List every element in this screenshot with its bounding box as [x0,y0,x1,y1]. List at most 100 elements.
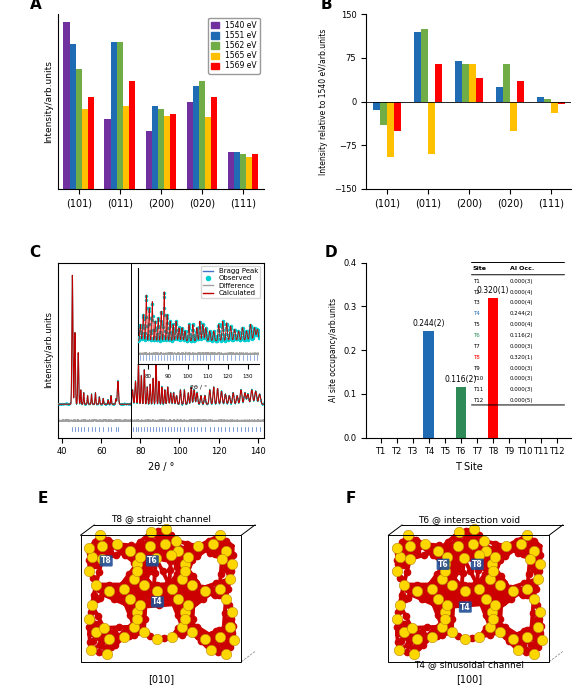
Text: T7: T7 [473,344,480,349]
Y-axis label: Al site occupancy/arb.units: Al site occupancy/arb.units [329,298,338,402]
Text: T2: T2 [473,290,480,295]
Bar [129,80,135,189]
Text: Site: Site [473,266,487,271]
Bar [428,102,435,154]
Bar [193,85,199,189]
Y-axis label: Intensity/arb.units: Intensity/arb.units [44,60,52,143]
Bar [117,42,123,189]
Text: T6 @ intersection void: T6 @ intersection void [417,515,520,524]
Bar [170,114,176,189]
Bar [252,154,258,189]
Bar [394,102,401,131]
Bar [246,158,252,189]
Bar [199,80,205,189]
Bar [469,64,476,102]
Bar [387,102,394,157]
Bar [88,97,94,189]
X-axis label: 2θ / °: 2θ / ° [147,462,174,472]
Text: 0.000(4): 0.000(4) [510,300,533,305]
Text: D: D [325,245,338,260]
Text: 0.000(4): 0.000(4) [510,290,533,295]
Text: T9: T9 [473,365,480,370]
Bar [510,102,517,131]
Text: C: C [30,245,41,260]
Bar [104,119,111,189]
Bar [187,102,193,189]
Text: T1: T1 [473,279,480,284]
Text: T4 @ sinusoidal channel: T4 @ sinusoidal channel [414,660,524,668]
Text: E: E [38,491,48,505]
Bar [487,298,498,438]
Text: 0.000(3): 0.000(3) [510,279,533,284]
Text: [010]: [010] [148,674,174,684]
Text: T8: T8 [473,355,480,360]
Text: T5: T5 [473,322,480,327]
Bar [421,29,428,101]
Bar [146,131,152,189]
Text: 0.000(5): 0.000(5) [510,398,533,403]
Text: 0.000(3): 0.000(3) [510,387,533,392]
Text: 0.244(2): 0.244(2) [412,319,445,328]
Text: T6: T6 [438,560,448,569]
Legend: Bragg Peak, Observed, Difference, Calculated: Bragg Peak, Observed, Difference, Calcul… [201,266,260,298]
Bar [211,97,217,189]
Text: 0.320(1): 0.320(1) [510,355,533,360]
Text: 0.000(3): 0.000(3) [510,344,533,349]
Bar [227,153,234,189]
Text: T11: T11 [473,387,483,392]
Bar [240,154,246,189]
Bar [164,116,170,189]
Text: B: B [321,0,332,12]
X-axis label: T Site: T Site [455,462,483,472]
Bar [503,64,510,102]
Y-axis label: Intensity relative to 1540 eV/arb.units: Intensity relative to 1540 eV/arb.units [319,28,328,175]
Legend: 1540 eV, 1551 eV, 1562 eV, 1565 eV, 1569 eV: 1540 eV, 1551 eV, 1562 eV, 1565 eV, 1569… [208,18,259,74]
Text: T4: T4 [460,603,470,612]
Bar [111,42,117,189]
Text: T6: T6 [147,556,157,566]
Bar [496,87,503,101]
Text: 0.116(2): 0.116(2) [445,375,477,384]
Text: T8: T8 [472,560,483,569]
Y-axis label: Intensity/arb.units: Intensity/arb.units [44,312,52,388]
Bar [462,64,469,102]
Bar [82,109,88,189]
Bar [152,106,158,189]
Text: T10: T10 [473,377,483,382]
Bar [76,69,82,189]
Text: 0.244(2): 0.244(2) [510,312,533,316]
Text: T8 @ straight channel: T8 @ straight channel [111,515,211,524]
Text: 0.000(3): 0.000(3) [510,377,533,382]
Text: T4: T4 [152,597,163,606]
Text: 0.320(1): 0.320(1) [476,286,509,295]
Text: A: A [30,0,41,12]
Text: 0.000(4): 0.000(4) [510,322,533,327]
Text: F: F [346,491,356,505]
Bar [158,109,164,189]
Text: T8: T8 [101,556,111,566]
Bar [455,386,466,438]
Text: Al Occ.: Al Occ. [510,266,534,271]
Text: T3: T3 [473,300,480,305]
Bar [423,331,434,438]
Bar [435,64,442,102]
Bar [64,22,69,189]
Text: T6: T6 [473,333,480,338]
Text: 0.000(3): 0.000(3) [510,365,533,370]
Bar [373,102,380,110]
Bar [69,44,76,189]
Bar [205,118,211,189]
Bar [414,32,421,102]
Bar [537,97,544,102]
Bar [544,99,551,101]
Bar [551,102,558,113]
Bar [455,61,462,102]
Text: T12: T12 [473,398,483,403]
Bar [476,78,483,102]
Text: T4: T4 [473,312,480,316]
Bar [558,102,565,104]
Text: 0.116(2): 0.116(2) [510,333,533,338]
Bar [123,106,129,189]
Text: [100]: [100] [456,674,482,684]
Bar [517,81,524,102]
